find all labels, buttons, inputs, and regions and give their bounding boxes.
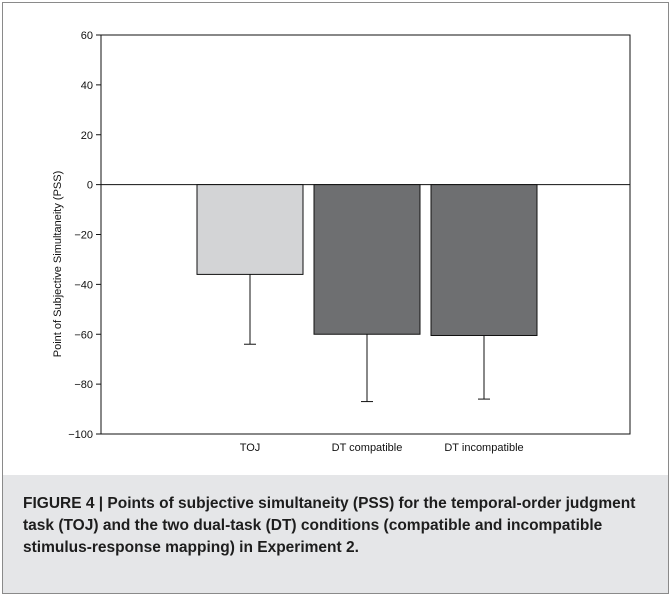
y-tick-label: −80 <box>74 379 93 391</box>
x-tick-label: DT incompatible <box>444 442 523 454</box>
x-tick-label: TOJ <box>240 442 261 454</box>
y-tick-label: −20 <box>74 230 93 242</box>
caption-panel: FIGURE 4 | Points of subjective simultan… <box>3 475 668 593</box>
x-tick-label: DT compatible <box>332 442 403 454</box>
y-axis-label: Point of Subjective Simultaneity (PSS) <box>52 171 64 357</box>
chart-panel: 60 40 20 0 −20 −40 −60 −80 −100 TOJ DT compatible… <box>3 3 668 475</box>
y-tick-label: 60 <box>81 30 93 42</box>
bar <box>196 184 304 275</box>
y-tick-label: 0 <box>87 180 93 192</box>
y-tick-label: −60 <box>74 329 93 341</box>
figure-caption: FIGURE 4 | Points of subjective simultan… <box>23 495 636 556</box>
y-tick-label: −40 <box>74 279 93 291</box>
bar <box>313 184 421 335</box>
y-tick-label: −100 <box>68 429 93 441</box>
y-tick-label: 40 <box>81 80 93 92</box>
bar-chart: 60 40 20 0 −20 −40 −60 −80 −100 TOJ DT compatible… <box>52 30 631 454</box>
y-tick-label: 20 <box>81 130 93 142</box>
bar <box>430 184 538 336</box>
